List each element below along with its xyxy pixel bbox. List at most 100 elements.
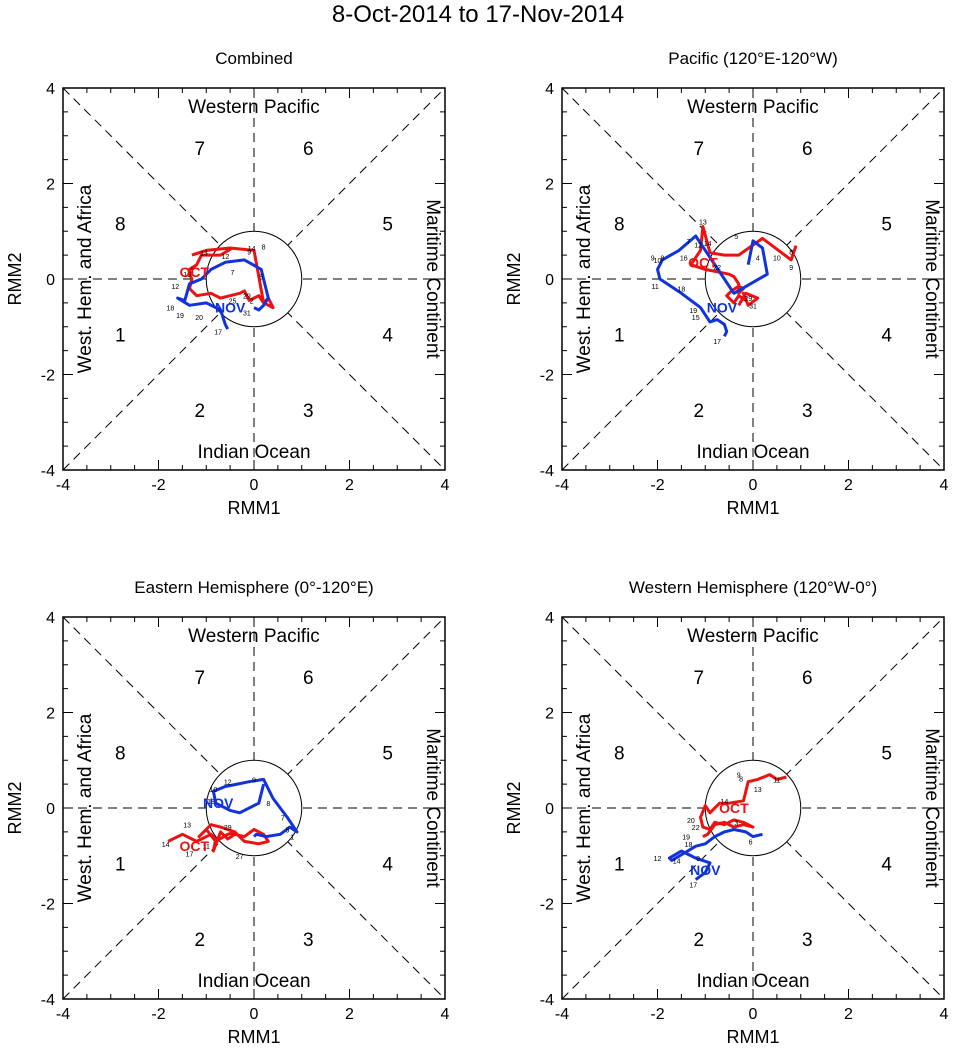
phase-number-8: 8: [115, 744, 126, 765]
panel-title: Eastern Hemisphere (0°-120°E): [134, 578, 373, 597]
region-label-bottom: Indian Ocean: [696, 442, 809, 463]
day-label: 14: [248, 246, 256, 253]
day-label: 22: [692, 825, 700, 832]
day-label: 9: [651, 256, 655, 263]
trajectory-nov: [211, 777, 299, 839]
y-tick-label: 4: [545, 81, 554, 98]
phase-number-7: 7: [693, 668, 704, 689]
phase-number-3: 3: [802, 930, 813, 951]
region-label-right: Maritime Continent: [422, 728, 443, 888]
y-tick-label: 2: [545, 177, 554, 194]
day-label: 12: [221, 254, 229, 261]
x-tick-label: -2: [650, 477, 664, 494]
phase-number-1: 1: [115, 854, 126, 875]
x-tick-label: 2: [844, 1006, 853, 1023]
phase-number-6: 6: [802, 668, 813, 689]
month-label-nov: NOV: [215, 300, 246, 316]
x-tick-label: 4: [940, 1006, 949, 1023]
day-label: 13: [183, 823, 191, 830]
day-label: 3: [734, 820, 738, 827]
trajectory-nov: [176, 258, 270, 330]
region-label-bottom: Indian Ocean: [197, 971, 310, 992]
x-tick-label: -2: [650, 1006, 664, 1023]
x-tick-label: -2: [151, 477, 165, 494]
y-tick-label: -2: [41, 897, 55, 914]
day-label: 12: [224, 780, 232, 787]
trajectory-nov: [667, 828, 763, 881]
day-label: 1: [290, 835, 294, 842]
x-tick-label: -4: [56, 477, 70, 494]
month-label-oct: OCT: [180, 838, 210, 854]
day-label: 4: [756, 256, 760, 263]
day-label: 10: [773, 256, 781, 263]
region-label-left: West. Hem. and Africa: [75, 184, 96, 373]
y-tick-label: 0: [46, 272, 55, 289]
phase-number-2: 2: [194, 930, 205, 951]
x-tick-label: -4: [555, 1006, 569, 1023]
day-label: 31: [749, 303, 757, 310]
y-tick-label: 2: [46, 706, 55, 723]
day-label: 17: [214, 330, 222, 337]
day-label: 9: [252, 777, 256, 784]
day-label: 12: [654, 856, 662, 863]
day-label: 9: [696, 856, 700, 863]
day-label: 9: [737, 773, 741, 780]
x-tick-label: 2: [844, 477, 853, 494]
day-label: 12: [694, 243, 702, 250]
region-label-left: West. Hem. and Africa: [574, 184, 595, 373]
month-label-nov: NOV: [203, 795, 234, 811]
day-label: 19: [176, 313, 184, 320]
x-tick-label: 0: [749, 477, 758, 494]
trajectory-oct: [167, 823, 270, 853]
day-label: 10: [654, 258, 662, 265]
trajectory-oct: [699, 773, 787, 838]
region-label-top: Western Pacific: [188, 97, 320, 118]
y-axis-label: RMM2: [5, 253, 25, 306]
region-label-top: Western Pacific: [687, 97, 819, 118]
month-label-oct: OCT: [180, 264, 210, 280]
x-tick-label: 4: [441, 477, 450, 494]
day-label: 27: [236, 854, 244, 861]
day-label: 10: [210, 787, 218, 794]
day-label: 17: [186, 851, 194, 858]
phase-number-1: 1: [115, 325, 126, 346]
y-tick-label: 4: [46, 610, 55, 627]
x-tick-label: 0: [749, 1006, 758, 1023]
y-tick-label: -2: [540, 368, 554, 385]
month-label-nov: NOV: [690, 862, 721, 878]
y-tick-label: -4: [540, 463, 554, 480]
day-label: 1: [190, 267, 194, 274]
region-label-left: West. Hem. and Africa: [75, 713, 96, 902]
region-label-right: Maritime Continent: [422, 199, 443, 359]
y-tick-label: 4: [46, 81, 55, 98]
phase-number-2: 2: [693, 930, 704, 951]
phase-number-4: 4: [881, 325, 892, 346]
day-label: 14: [162, 842, 170, 849]
phase-number-3: 3: [303, 930, 314, 951]
phase-number-1: 1: [614, 854, 625, 875]
day-label: 18: [685, 842, 693, 849]
phase-number-8: 8: [614, 215, 625, 236]
day-label: 29: [224, 825, 232, 832]
panel-title: Combined: [215, 49, 293, 68]
phase-number-4: 4: [881, 854, 892, 875]
phase-number-2: 2: [194, 401, 205, 422]
y-tick-label: 0: [545, 272, 554, 289]
x-tick-label: 2: [345, 1006, 354, 1023]
day-label: 11: [651, 284, 658, 291]
month-label-nov: NOV: [707, 300, 738, 316]
y-tick-label: 0: [46, 801, 55, 818]
day-label: 22: [713, 265, 721, 272]
figure-title: 8-Oct-2014 to 17-Nov-2014: [331, 1, 625, 28]
day-label: 18: [207, 799, 215, 806]
day-label: 20: [687, 818, 695, 825]
day-label: 13: [754, 787, 762, 794]
day-label: 8: [789, 249, 793, 256]
day-label: 8: [266, 801, 270, 808]
day-label: 25: [229, 298, 237, 305]
phase-number-2: 2: [693, 401, 704, 422]
day-label: 7: [687, 239, 691, 246]
